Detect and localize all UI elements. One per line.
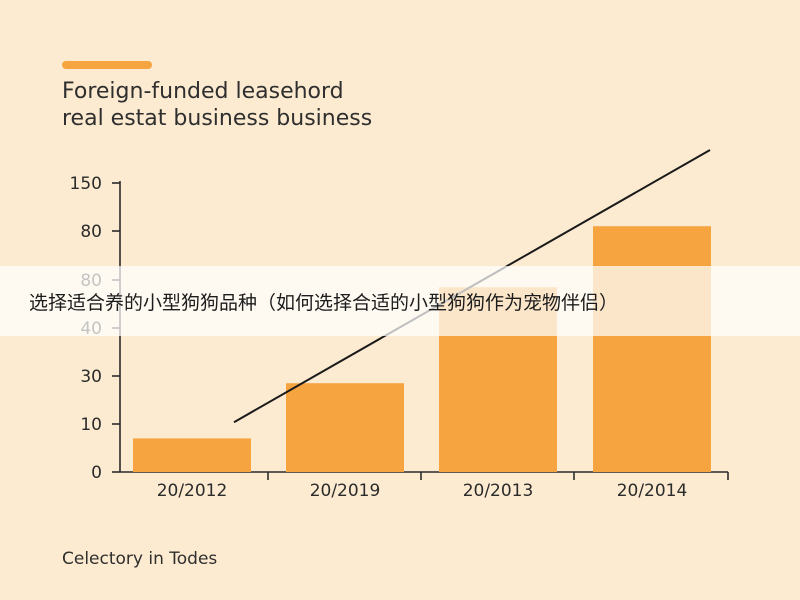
x-tick-label: 20/2012 <box>157 481 228 501</box>
chart-title-line-1: Foreign-funded leasehord <box>62 79 344 104</box>
x-tick-label: 20/2019 <box>310 481 381 501</box>
title-accent-bar <box>62 61 152 69</box>
y-tick-label: 150 <box>70 174 102 194</box>
bar <box>593 226 711 472</box>
overlay-banner-text: 选择适合养的小型狗狗品种（如何选择合适的小型狗狗作为宠物伴侣） <box>29 291 619 314</box>
y-tick-label: 80 <box>80 222 102 242</box>
bar <box>133 438 251 472</box>
x-tick-label: 20/2013 <box>463 481 534 501</box>
x-tick-label: 20/2014 <box>617 481 688 501</box>
chart-caption: Celectory in Todes <box>62 549 218 569</box>
bar <box>286 383 404 472</box>
chart-title: Foreign-funded leasehord real estat busi… <box>62 78 582 132</box>
chart-title-line-2: real estat business business <box>62 106 373 131</box>
y-tick-label: 0 <box>91 463 102 483</box>
y-tick-label: 30 <box>80 367 102 387</box>
overlay-banner: 选择适合养的小型狗狗品种（如何选择合适的小型狗狗作为宠物伴侣） <box>0 266 800 336</box>
y-tick-label: 10 <box>80 415 102 435</box>
